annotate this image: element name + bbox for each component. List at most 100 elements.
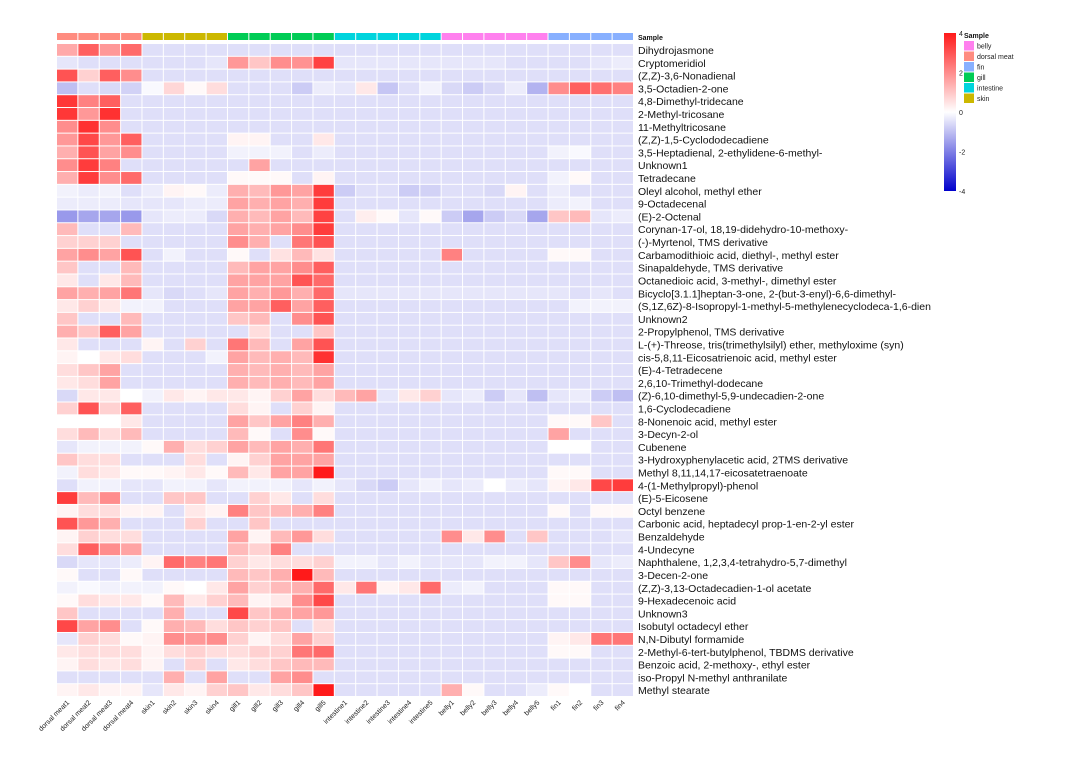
heatmap-cell	[591, 108, 612, 120]
heatmap-cell	[270, 658, 292, 671]
row-label: cis-5,8,11-Eicosatrienoic acid, methyl e…	[638, 352, 837, 364]
heatmap-cell	[142, 133, 163, 146]
heatmap-cell	[569, 645, 591, 658]
heatmap-cell	[163, 236, 185, 248]
row-label: 2-Propylphenol, TMS derivative	[638, 327, 784, 339]
heatmap-cell	[420, 287, 441, 300]
heatmap-cell	[505, 466, 527, 479]
heatmap-cell	[377, 620, 398, 632]
heatmap-cell	[505, 44, 527, 56]
heatmap-cell	[206, 108, 227, 120]
heatmap-cell	[463, 658, 484, 671]
heatmap-cell	[227, 389, 249, 402]
heatmap-cell	[185, 543, 206, 556]
heatmap-cell	[227, 453, 249, 466]
heatmap-cell	[420, 44, 441, 56]
heatmap-cell	[420, 274, 441, 287]
heatmap-cell	[78, 479, 99, 492]
heatmap-cell	[484, 453, 505, 466]
heatmap-cell	[163, 108, 185, 120]
heatmap-cell	[334, 300, 356, 312]
heatmap-cell	[377, 338, 398, 351]
heatmap-cell	[163, 197, 185, 210]
heatmap-cell	[163, 389, 185, 402]
heatmap-cell	[548, 645, 569, 658]
heatmap-cell	[313, 184, 334, 197]
legend-label: belly	[977, 44, 992, 51]
row-label: (Z,Z)-3,6-Nonadienal	[638, 71, 735, 83]
heatmap-cell	[292, 530, 313, 543]
heatmap-cell	[185, 146, 206, 159]
heatmap-cell	[377, 364, 398, 376]
heatmap-cell	[292, 479, 313, 492]
heatmap-cell	[57, 274, 78, 287]
heatmap-cell	[185, 287, 206, 300]
heatmap-cell	[484, 568, 505, 581]
heatmap-cell	[270, 95, 292, 108]
heatmap-cell	[292, 568, 313, 581]
heatmap-cell	[548, 338, 569, 351]
heatmap-cell	[377, 658, 398, 671]
heatmap-cell	[142, 658, 163, 671]
heatmap-cell	[356, 684, 377, 696]
heatmap-cell	[163, 543, 185, 556]
heatmap-cell	[463, 364, 484, 376]
heatmap-cell	[99, 44, 121, 56]
heatmap-cell	[569, 69, 591, 82]
heatmap-cell	[249, 325, 270, 338]
heatmap-cell	[99, 594, 121, 607]
heatmap-cell	[591, 466, 612, 479]
row-label: (S,1Z,6Z)-8-Isopropyl-1-methyl-5-methyle…	[638, 301, 931, 313]
heatmap-cell	[612, 312, 633, 325]
heatmap-cell	[227, 197, 249, 210]
row-label: Oleyl alcohol, methyl ether	[638, 186, 762, 198]
heatmap-cell	[57, 325, 78, 338]
heatmap-cell	[249, 504, 270, 517]
heatmap-cell	[356, 56, 377, 69]
heatmap-cell	[99, 248, 121, 261]
heatmap-cell	[292, 82, 313, 95]
heatmap-cell	[313, 684, 334, 696]
heatmap-cell	[121, 146, 142, 159]
heatmap-cell	[292, 146, 313, 159]
heatmap-cell	[99, 261, 121, 274]
heatmap-cell	[334, 69, 356, 82]
heatmap-cell	[292, 261, 313, 274]
heatmap-cell	[334, 479, 356, 492]
annotation-cell	[185, 33, 206, 40]
heatmap-cell	[591, 440, 612, 453]
heatmap-cell	[612, 120, 633, 133]
heatmap-cell	[356, 517, 377, 530]
heatmap-cell	[398, 197, 420, 210]
heatmap-cell	[505, 402, 527, 415]
heatmap-cell	[420, 453, 441, 466]
heatmap-cell	[527, 645, 548, 658]
heatmap-cell	[227, 120, 249, 133]
heatmap-cell	[142, 568, 163, 581]
heatmap-cell	[249, 389, 270, 402]
heatmap-cell	[121, 82, 142, 95]
heatmap-cell	[334, 530, 356, 543]
heatmap-cell	[420, 581, 441, 594]
heatmap-cell	[548, 632, 569, 645]
heatmap-cell	[270, 568, 292, 581]
heatmap-cell	[569, 287, 591, 300]
heatmap-cell	[99, 287, 121, 300]
heatmap-cell	[227, 504, 249, 517]
heatmap-cell	[249, 312, 270, 325]
heatmap-cell	[78, 44, 99, 56]
heatmap-cell	[163, 632, 185, 645]
heatmap-cell	[505, 197, 527, 210]
heatmap-cell	[548, 658, 569, 671]
heatmap-cell	[334, 351, 356, 364]
heatmap-cell	[505, 351, 527, 364]
heatmap-cell	[569, 632, 591, 645]
heatmap-cell	[527, 389, 548, 402]
heatmap-cell	[420, 120, 441, 133]
heatmap-cell	[334, 466, 356, 479]
heatmap-cell	[121, 594, 142, 607]
heatmap-cell	[78, 632, 99, 645]
heatmap-cell	[505, 556, 527, 568]
heatmap-cell	[569, 184, 591, 197]
